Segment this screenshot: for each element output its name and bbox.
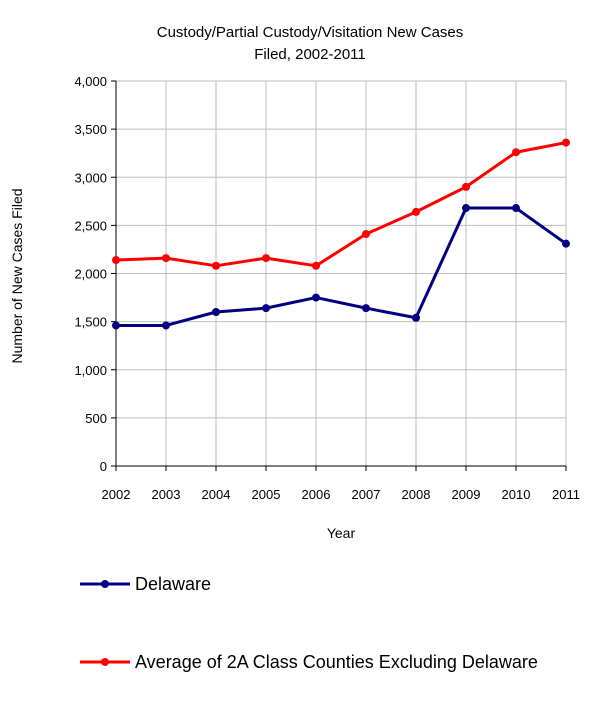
series-line-0 (116, 206, 567, 327)
data-point-series-1 (512, 148, 520, 157)
x-tick-label: 2003 (152, 487, 181, 502)
chart-title-line-1: Custody/Partial Custody/Visitation New C… (156, 24, 464, 41)
line-chart: 05001,0001,5002,0002,5003,0003,5004,000 … (9, 74, 580, 541)
x-tick-label: 2006 (302, 487, 331, 502)
x-tick-label: 2007 (352, 487, 381, 502)
data-point-series-0 (312, 293, 320, 302)
series-line-1 (115, 141, 567, 268)
x-tick-label: 2005 (252, 487, 281, 502)
data-point-series-1 (412, 207, 420, 216)
y-tick-label: 2,500 (74, 218, 107, 233)
x-tick-label: 2010 (502, 487, 531, 502)
data-point-series-0 (262, 304, 270, 313)
series-group (112, 138, 570, 330)
y-tick-label: 1,000 (74, 363, 107, 378)
data-point-series-0 (512, 204, 520, 213)
data-point-series-0 (162, 321, 170, 330)
y-axis-title: Number of New Cases Filed (9, 188, 25, 363)
legend-label-2a-average: Average of 2A Class Counties Excluding D… (135, 652, 538, 672)
data-point-series-0 (562, 239, 570, 248)
data-point-series-1 (162, 254, 170, 263)
legend-label-delaware: Delaware (135, 574, 212, 594)
x-tick-label: 2002 (102, 487, 131, 502)
x-axis-ticks: 2002 2003 2004 2005 2006 2007 2008 2009 2010 2011 (102, 466, 580, 502)
x-axis-title: Year (327, 525, 356, 541)
y-tick-label: 500 (85, 411, 107, 426)
legend-swatch-2a-average (80, 658, 130, 666)
data-point-series-0 (112, 321, 120, 330)
data-point-series-0 (212, 308, 220, 316)
data-point-series-0 (412, 313, 420, 322)
data-point-series-1 (262, 254, 270, 263)
x-tick-label: 2009 (452, 487, 481, 502)
data-point-series-1 (462, 182, 470, 191)
data-point-series-0 (462, 204, 470, 213)
y-tick-label: 3,000 (74, 170, 107, 185)
data-point-series-1 (212, 261, 220, 270)
data-point-series-1 (562, 138, 570, 147)
x-tick-label: 2004 (202, 487, 231, 502)
data-point-series-0 (362, 304, 370, 313)
y-tick-label: 1,500 (74, 315, 107, 330)
y-axis-ticks: 0 500 1,000 1,500 2,000 2,500 3,000 3,500 4,000 (74, 74, 116, 474)
y-tick-label: 3,500 (74, 122, 107, 137)
legend-swatch-delaware (80, 580, 130, 588)
data-point-series-1 (312, 261, 320, 270)
y-tick-label: 2,000 (74, 267, 107, 282)
chart-title-line-2: Filed, 2002-2011 (254, 46, 366, 63)
data-point-series-1 (112, 256, 120, 265)
x-tick-label: 2008 (402, 487, 431, 502)
y-tick-label: 4,000 (74, 74, 107, 89)
gridlines (116, 80, 567, 466)
x-tick-label: 2011 (552, 487, 580, 502)
y-tick-label: 0 (100, 459, 107, 474)
data-point-series-1 (362, 230, 370, 239)
